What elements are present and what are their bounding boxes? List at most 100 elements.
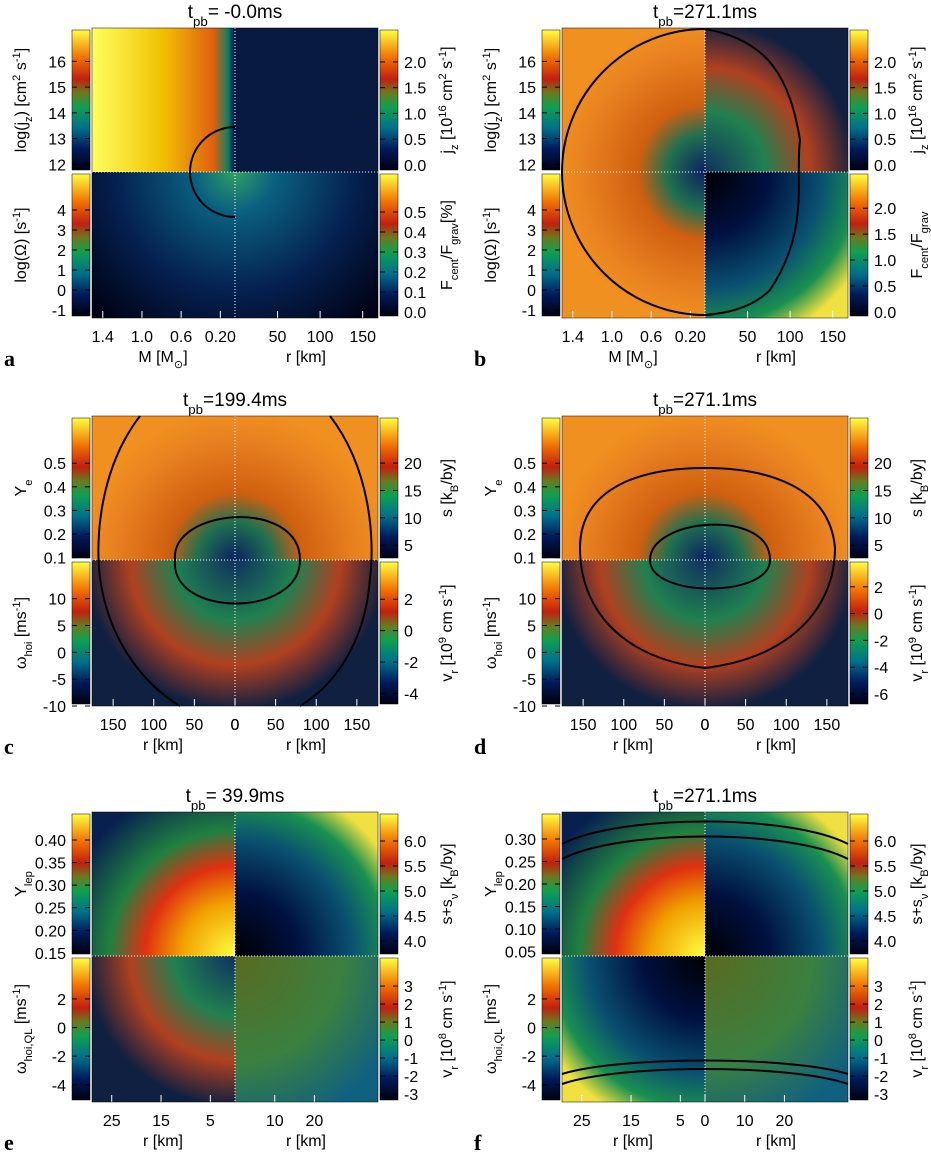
x-tick-label: 100 [140, 717, 167, 734]
axis-label: s [kB/by] [909, 459, 931, 517]
colorbar-tick-label: 0.1 [44, 551, 66, 568]
colorbar-tick-label: -2 [404, 1069, 418, 1086]
text-part: ] [439, 980, 456, 984]
field-image [92, 28, 235, 172]
colorbar-tick-label: -1 [874, 1051, 888, 1068]
colorbar-tick-label: 0 [404, 1033, 413, 1050]
axis-label: jz [1016 cm2 s-1] [437, 46, 461, 154]
subscript: pb [193, 14, 208, 29]
x-tick-label: 150 [819, 329, 846, 346]
text-part: ] [909, 980, 926, 984]
panel-title: tpb=271.1ms [653, 390, 757, 417]
text-part: s+s [909, 899, 926, 924]
colorbar-tick-label: 1.5 [874, 81, 896, 98]
axis-label: Ylep [13, 871, 35, 897]
text-part: [10 [439, 643, 456, 670]
text-part: r [km] [286, 1133, 326, 1150]
axis-label: log(Ω) [s-1] [11, 207, 30, 282]
colorbar-tick-label: -4 [52, 1078, 66, 1095]
text-part: r [km] [613, 737, 653, 754]
subscript: pb [658, 402, 673, 417]
x-tick-label: 0.20 [205, 329, 236, 346]
colorbar [71, 29, 91, 171]
colorbar-tick-label: 1.0 [874, 106, 896, 123]
axis-label: vr [109 cm s-1] [907, 584, 931, 681]
colorbar [379, 561, 399, 705]
superscript: -1 [907, 589, 919, 599]
colorbar-tick-label: 0.5 [874, 132, 896, 149]
superscript: -1 [481, 52, 493, 62]
text-part: r [km] [143, 737, 183, 754]
superscript: -1 [481, 988, 493, 998]
colorbar-tick-label: 12 [48, 157, 66, 174]
text-part: F [909, 268, 926, 278]
text-part: [10 [909, 118, 926, 145]
colorbar-tick-label: 1 [57, 263, 66, 280]
subscript: z [449, 144, 461, 150]
field-image [562, 416, 705, 560]
colorbar-tick-label: 1.0 [874, 253, 896, 270]
colorbar-tick-label: 2.0 [874, 201, 896, 218]
colorbar-tick-label: 20 [404, 456, 422, 473]
x-axis-label: M [M⊙] [608, 349, 657, 371]
text-part: v [439, 674, 456, 682]
text-part: = -0.0ms [208, 2, 282, 23]
colorbar [849, 173, 869, 317]
text-part: log(Ω) [s [483, 222, 500, 283]
colorbar-tick-label: 5 [874, 538, 883, 555]
text-part: [k [439, 876, 456, 894]
text-part: [k [909, 876, 926, 894]
colorbar-tick-label: 0.4 [514, 480, 536, 497]
colorbar-tick-label: -1 [404, 1051, 418, 1068]
colorbar-tick-label: 0.5 [44, 456, 66, 473]
colorbar-tick-label: 5.0 [874, 884, 896, 901]
colorbar-tick-label: 2 [57, 992, 66, 1009]
x-axis-label: r [km] [286, 737, 326, 754]
text-part: ω [483, 1062, 500, 1075]
colorbar-tick-label: 1 [404, 1015, 413, 1032]
colorbar-tick-label: 5.5 [874, 859, 896, 876]
colorbar-tick-label: 0.5 [874, 279, 896, 296]
contour [579, 466, 837, 670]
colorbar-tick-label: 13 [518, 132, 536, 149]
text-part: ] [13, 48, 30, 52]
colorbar [541, 417, 561, 559]
panel-title: tpb=271.1ms [653, 786, 757, 813]
contour [561, 1059, 849, 1075]
subscript: cent [919, 247, 931, 269]
field-image [235, 956, 378, 1102]
colorbar-tick-label: -4 [874, 660, 888, 677]
text-part: =271.1ms [673, 390, 757, 411]
x-tick-label: 5 [676, 1113, 685, 1130]
superscript: 16 [437, 105, 449, 117]
x-tick-label: 50 [737, 717, 755, 734]
field-image [705, 28, 848, 172]
panel-letter: a [4, 346, 15, 371]
colorbar [71, 957, 91, 1101]
x-tick-label: 10 [266, 1113, 284, 1130]
text-part: [10 [439, 1039, 456, 1066]
text-part: t [186, 786, 192, 807]
axis-label: Ylep [483, 871, 505, 897]
text-part: ] [13, 597, 30, 601]
colorbar-tick-label: 4 [57, 203, 66, 220]
colorbar-tick-label: 20 [874, 456, 892, 473]
text-part: cm s [439, 599, 456, 637]
colorbar-tick-label: 16 [518, 54, 536, 71]
x-tick-label: 15 [152, 1113, 170, 1130]
x-tick-label: 0 [231, 717, 240, 734]
colorbar-tick-label: 0.0 [874, 158, 896, 175]
text-part: [ms [13, 998, 30, 1028]
colorbar-tick-label: 2 [527, 243, 536, 260]
colorbar [379, 417, 399, 559]
contour [97, 415, 181, 707]
subscript: r [919, 1066, 931, 1070]
text-part: ] [483, 48, 500, 52]
colorbar-tick-label: 13 [48, 132, 66, 149]
subscript: e [23, 480, 35, 486]
colorbar-tick-label: 10 [518, 592, 536, 609]
colorbar-tick-label: 0.35 [35, 856, 66, 873]
axis-label: log(Ω) [s-1] [481, 207, 500, 282]
